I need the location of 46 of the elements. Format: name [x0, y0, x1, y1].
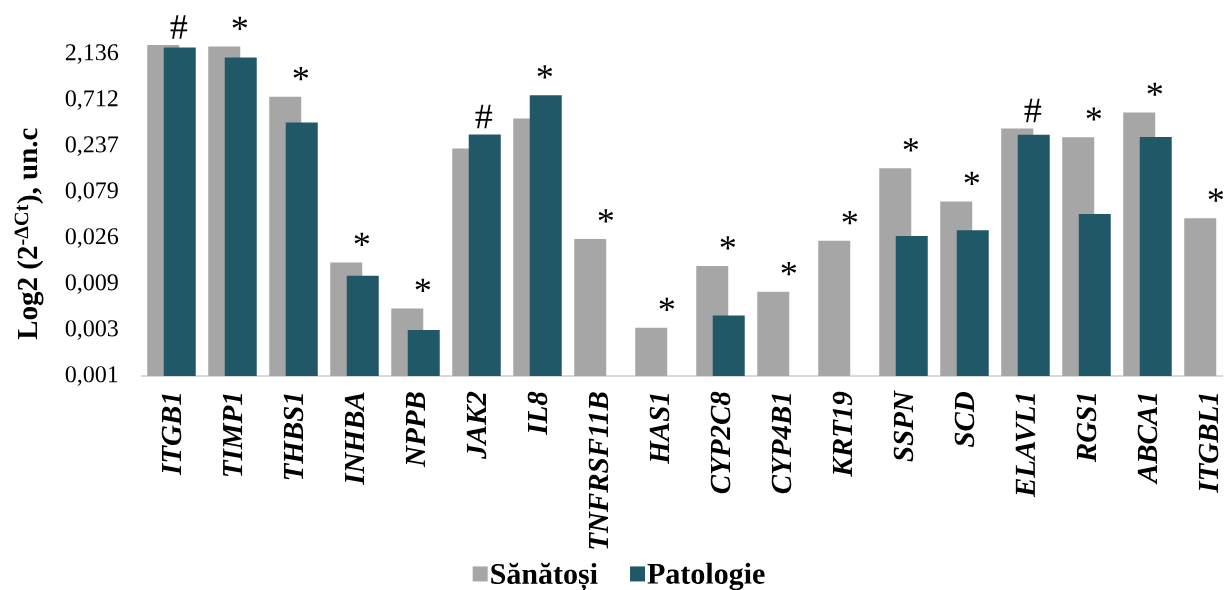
x-tick-label: THBS1: [283, 394, 304, 480]
x-tick-label: TIMP1: [222, 394, 243, 477]
x-tick-label: SSPN: [893, 390, 914, 462]
y-tick-label: 0,026: [65, 228, 119, 248]
y-tick-label: 0,712: [65, 90, 118, 110]
x-tick-label: INHBA: [344, 392, 365, 485]
annotation: *: [964, 171, 980, 185]
y-tick-label: 2,136: [65, 44, 119, 64]
y-tick-label: 0,079: [65, 182, 118, 202]
y-tick-label: 0,001: [65, 366, 118, 386]
annotation: *: [598, 209, 614, 223]
annotation: *: [1147, 82, 1163, 96]
annotation: *: [659, 297, 675, 312]
x-tick-label: ITGB1: [161, 394, 182, 476]
annotation: *: [537, 65, 553, 79]
annotation: *: [903, 138, 919, 152]
annotation: *: [781, 262, 797, 276]
x-tick-label: JAK2: [466, 391, 487, 459]
x-tick-label: ABCA1: [1137, 394, 1158, 485]
x-tick-label: TNFRSF11B: [588, 392, 609, 549]
annotation: #: [170, 15, 188, 39]
x-tick-label: NPPB: [405, 392, 426, 468]
x-tick-label: ITGBL1: [1198, 394, 1219, 493]
legend-label: Patologie: [647, 562, 765, 590]
annotation: *: [354, 232, 370, 246]
annotation: *: [1208, 188, 1224, 202]
x-tick-label: SCD: [954, 391, 975, 448]
x-tick-label: HAS1: [649, 394, 670, 464]
annotation: *: [232, 16, 248, 31]
annotation: *: [720, 236, 736, 250]
y-axis-title: Log2 (2$^{-ΔCt}$), un.c: [14, 128, 44, 340]
x-tick-label: RGS1: [1076, 394, 1097, 463]
x-tick-label: ELAVL1: [1015, 394, 1036, 498]
annotation: *: [842, 210, 858, 225]
annotation: #: [1024, 98, 1042, 123]
annotation: *: [1086, 107, 1102, 121]
annotation: #: [475, 104, 493, 129]
y-tick-label: 0,237: [65, 136, 119, 156]
annotation: *: [415, 278, 431, 292]
y-tick-label: 0,003: [65, 320, 118, 340]
x-tick-label: CYP4B1: [771, 394, 792, 494]
annotation: *: [293, 66, 309, 81]
x-tick-label: CYP2C8: [710, 391, 731, 494]
x-tick-label: IL8: [527, 391, 548, 435]
y-tick-label: 0,009: [65, 274, 118, 294]
x-tick-label: KRT19: [832, 391, 853, 477]
